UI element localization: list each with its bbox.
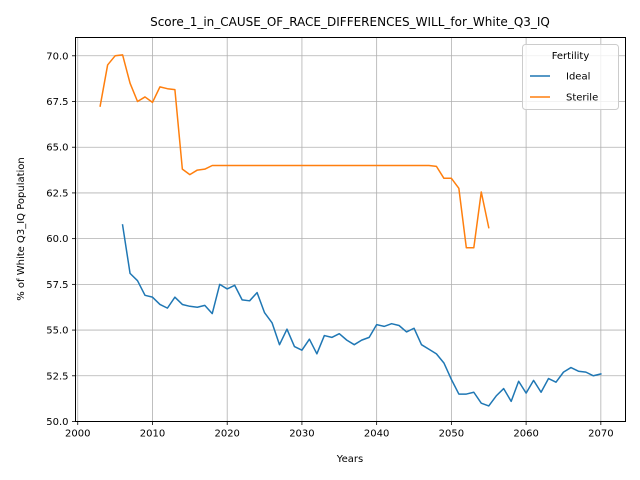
plot-area <box>75 37 626 422</box>
y-tick-label: 65.0 <box>46 143 68 154</box>
x-tick-label: 2030 <box>289 429 314 440</box>
series-layer <box>99 54 602 407</box>
y-tick-label: 70.0 <box>46 51 68 62</box>
y-tick-label: 50.0 <box>46 417 68 428</box>
grid <box>75 37 626 422</box>
series-line-sterile <box>99 54 490 249</box>
legend-frame <box>522 44 619 110</box>
series-line-ideal <box>121 224 602 407</box>
x-tick-label: 2050 <box>439 429 464 440</box>
y-tick-label: 55.0 <box>46 326 68 337</box>
chart-title: Score_1_in_CAUSE_OF_RACE_DIFFERENCES_WIL… <box>150 15 550 29</box>
legend-label-sterile: Sterile <box>566 93 598 104</box>
x-tick-label: 2060 <box>513 429 538 440</box>
x-tick-label: 2000 <box>65 429 90 440</box>
x-tick-label: 2040 <box>364 429 389 440</box>
y-tick-label: 60.0 <box>46 234 68 245</box>
legend-label-ideal: Ideal <box>566 72 590 83</box>
x-tick-label: 2010 <box>140 429 165 440</box>
legend-title: Fertility <box>552 51 590 62</box>
y-tick-label: 62.5 <box>46 188 68 199</box>
x-axis: 2000 2010 2020 2030 2040 2050 2060 2070 <box>65 421 614 440</box>
y-axis-title: % of White Q3_IQ Population <box>16 157 27 301</box>
x-axis-title: Years <box>336 454 363 465</box>
y-tick-label: 52.5 <box>46 371 68 382</box>
x-tick-label: 2020 <box>214 429 239 440</box>
y-tick-label: 67.5 <box>46 97 68 108</box>
legend: Fertility Ideal Sterile <box>522 44 619 110</box>
y-tick-label: 57.5 <box>46 280 68 291</box>
y-axis: 50.0 52.5 55.0 57.5 60.0 62.5 65.0 67.5 70.0 <box>46 51 76 428</box>
x-tick-label: 2070 <box>588 429 613 440</box>
